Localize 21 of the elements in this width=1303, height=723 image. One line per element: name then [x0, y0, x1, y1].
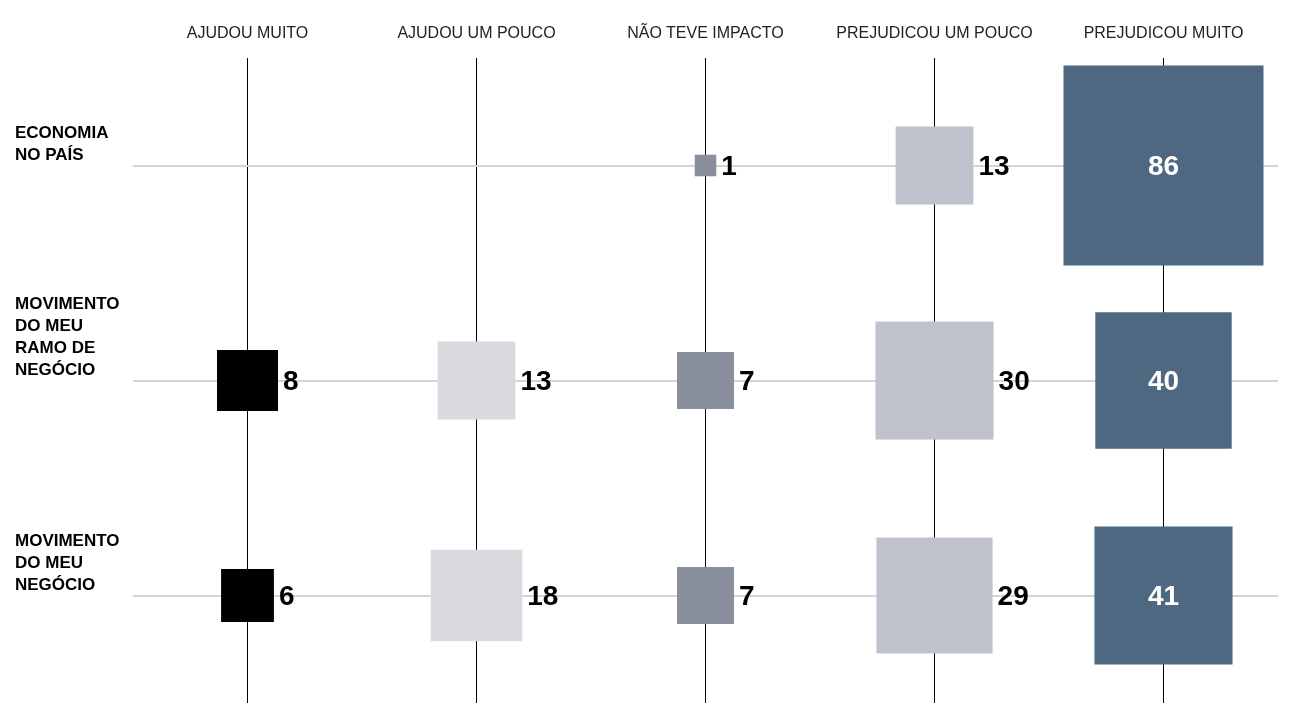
y-tick-label: MOVIMENTO DO MEU RAMO DE NEGÓCIO	[15, 294, 125, 379]
x-tick-label: NÃO TEVE IMPACTO	[627, 21, 784, 41]
data-label: 6	[278, 580, 295, 611]
x-tick-label: AJUDOU UM POUCO	[397, 23, 556, 41]
data-label: 7	[739, 365, 755, 396]
data-label: 40	[1147, 365, 1180, 396]
x-tick-label: AJUDOU MUITO	[186, 23, 309, 41]
data-label: 41	[1147, 580, 1180, 611]
data-label: 86	[1147, 150, 1180, 181]
data-label: 29	[997, 580, 1029, 611]
data-label: 8	[283, 365, 299, 396]
data-label: 7	[739, 580, 755, 611]
data-label: 1	[721, 150, 737, 181]
data-label: 13	[520, 365, 552, 396]
data-label: 18	[527, 580, 559, 611]
y-tick-label: MOVIMENTO DO MEU NEGÓCIO	[15, 531, 125, 594]
x-tick-label: PREJUDICOU UM POUCO	[836, 23, 1033, 41]
y-tick-label: ECONOMIA NO PAÍS	[15, 123, 113, 164]
data-label: 30	[998, 365, 1030, 396]
data-label: 13	[978, 150, 1010, 181]
x-tick-label: PREJUDICOU MUITO	[1083, 23, 1244, 41]
